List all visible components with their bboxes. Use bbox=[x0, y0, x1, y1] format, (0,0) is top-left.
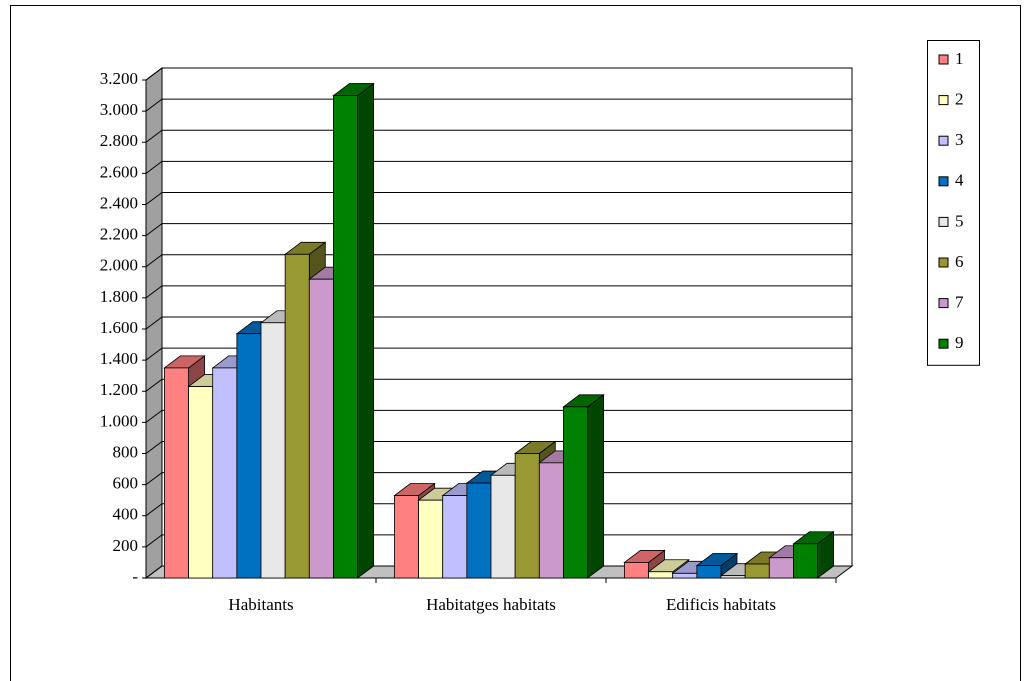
grid-line bbox=[145, 347, 163, 361]
bar bbox=[648, 571, 674, 579]
y-tick-label: 2.200 bbox=[100, 225, 138, 244]
bar bbox=[672, 572, 698, 579]
bar bbox=[793, 543, 819, 579]
x-tick-label: Habitants bbox=[228, 595, 293, 614]
y-tick-label: 2.000 bbox=[100, 256, 138, 275]
grid-line bbox=[145, 285, 163, 299]
grid-line bbox=[145, 98, 163, 112]
grid-line bbox=[145, 565, 163, 579]
grid-line bbox=[145, 223, 163, 237]
legend-swatch bbox=[938, 176, 949, 187]
legend-swatch bbox=[938, 216, 949, 227]
bar bbox=[393, 495, 419, 579]
y-tick-label: 400 bbox=[113, 505, 139, 524]
y-tick-label: 1.800 bbox=[100, 287, 138, 306]
y-tick-label: 3.000 bbox=[100, 100, 138, 119]
grid-line bbox=[145, 472, 163, 486]
y-tick-label: 800 bbox=[113, 442, 139, 461]
y-tick-label: 1.400 bbox=[100, 349, 138, 368]
legend-label: 2 bbox=[955, 90, 964, 109]
grid-line bbox=[145, 316, 163, 330]
y-tick-label: 2.800 bbox=[100, 131, 138, 150]
bar bbox=[490, 474, 516, 579]
bar bbox=[284, 253, 310, 579]
legend-swatch bbox=[938, 257, 949, 268]
bar bbox=[538, 462, 564, 579]
bar bbox=[188, 386, 214, 579]
bar bbox=[212, 367, 238, 579]
legend-label: 6 bbox=[955, 252, 964, 271]
grid-line bbox=[145, 254, 163, 268]
bar bbox=[744, 563, 770, 579]
grid-line bbox=[145, 192, 163, 205]
grid-line bbox=[145, 441, 163, 454]
y-tick-label: 200 bbox=[113, 536, 139, 555]
legend-swatch bbox=[938, 298, 949, 309]
y-tick-label: 1.600 bbox=[100, 318, 138, 337]
bar bbox=[696, 565, 722, 579]
grid-line bbox=[145, 503, 163, 517]
bar bbox=[442, 495, 468, 579]
x-tick-label: Edificis habitats bbox=[666, 595, 776, 614]
y-tick-label: 3.200 bbox=[100, 69, 138, 88]
legend-swatch bbox=[938, 135, 949, 146]
bar bbox=[260, 322, 286, 579]
y-tick-label: 1.200 bbox=[100, 380, 138, 399]
y-tick-label: - bbox=[132, 567, 138, 586]
legend-box bbox=[927, 40, 980, 366]
bar bbox=[624, 562, 649, 579]
legend-label: 4 bbox=[955, 171, 964, 190]
y-tick-label: 1.000 bbox=[100, 411, 138, 430]
y-tick-label: 2.400 bbox=[100, 193, 138, 212]
y-tick-label: 600 bbox=[113, 474, 139, 493]
grid-line bbox=[145, 534, 163, 548]
bar bbox=[768, 557, 794, 579]
bar bbox=[333, 95, 359, 579]
legend-label: 1 bbox=[955, 49, 964, 68]
bar bbox=[466, 482, 492, 579]
grid-line bbox=[145, 129, 163, 143]
bar bbox=[563, 406, 589, 579]
grid-line bbox=[145, 378, 163, 392]
grid-line bbox=[145, 160, 163, 174]
y-tick-label: 2.600 bbox=[100, 162, 138, 181]
legend-label: 9 bbox=[955, 333, 964, 352]
legend-label: 3 bbox=[955, 130, 964, 149]
grid-line bbox=[145, 67, 163, 81]
legend-label: 5 bbox=[955, 211, 964, 230]
legend-swatch bbox=[938, 95, 949, 106]
bar bbox=[514, 453, 540, 579]
bar-side bbox=[357, 82, 375, 579]
x-tick-label: Habitatges habitats bbox=[426, 595, 556, 614]
bar bbox=[236, 333, 262, 579]
bar bbox=[720, 575, 746, 579]
bar bbox=[308, 278, 334, 579]
legend-label: 7 bbox=[955, 293, 964, 312]
bar bbox=[418, 499, 444, 579]
legend-swatch bbox=[938, 54, 949, 65]
grid-line bbox=[145, 409, 163, 423]
bar-side bbox=[587, 394, 604, 579]
bar bbox=[163, 367, 189, 579]
legend-swatch bbox=[938, 338, 949, 349]
